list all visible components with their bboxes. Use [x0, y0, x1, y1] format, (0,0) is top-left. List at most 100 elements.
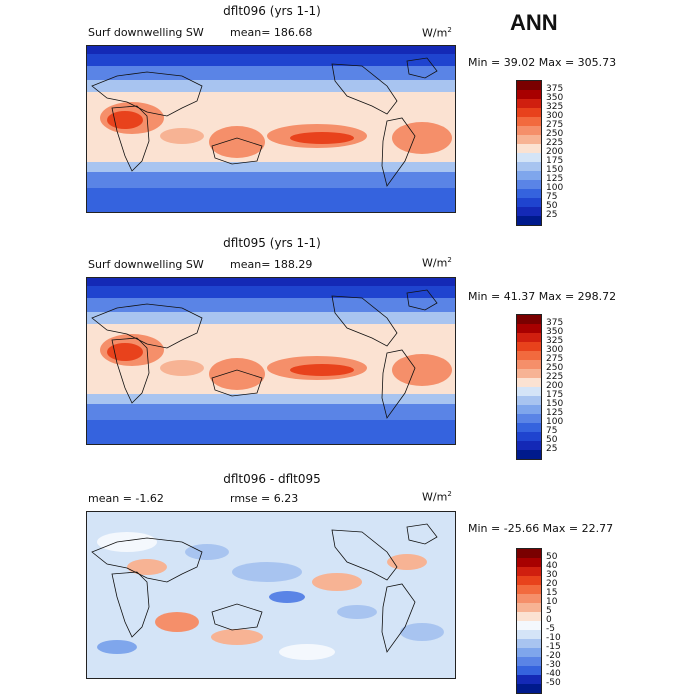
colorbar-segment [517, 387, 541, 396]
panel-3-rmse: rmse = 6.23 [230, 492, 299, 505]
colorbar-tick-label: 20 [546, 579, 558, 589]
colorbar-tick-label: 125 [546, 174, 564, 184]
colorbar-segment [517, 567, 541, 576]
colorbar-segment [517, 558, 541, 567]
colorbar-segment [517, 342, 541, 351]
panel-3-colorbar [516, 548, 542, 694]
panel-1-title: dflt096 (yrs 1-1) [223, 4, 321, 18]
colorbar-tick-label: 75 [546, 192, 558, 202]
colorbar-tick-label: 75 [546, 426, 558, 436]
colorbar-segment [517, 117, 541, 126]
colorbar-tick-label: 100 [546, 183, 564, 193]
colorbar-segment [517, 81, 541, 90]
colorbar-segment [517, 90, 541, 99]
panel-3-map [86, 511, 456, 679]
colorbar-tick-label: 375 [546, 318, 564, 328]
colorbar-segment [517, 333, 541, 342]
colorbar-segment [517, 585, 541, 594]
colorbar-tick-label: 325 [546, 102, 564, 112]
colorbar-tick-label: 10 [546, 597, 558, 607]
colorbar-segment [517, 162, 541, 171]
panel-2-title: dflt095 (yrs 1-1) [223, 236, 321, 250]
panel-1-mean: mean= 186.68 [230, 26, 313, 39]
colorbar-segment [517, 423, 541, 432]
colorbar-tick-label: 300 [546, 345, 564, 355]
colorbar-segment [517, 621, 541, 630]
panel-2-minmax: Min = 41.37 Max = 298.72 [468, 290, 617, 303]
colorbar-segment [517, 603, 541, 612]
colorbar-segment [517, 135, 541, 144]
colorbar-tick-label: 200 [546, 147, 564, 157]
colorbar-tick-label: -20 [546, 651, 561, 661]
colorbar-segment [517, 612, 541, 621]
panel-2-mean: mean= 188.29 [230, 258, 313, 271]
panel-2-units: W/m2 [422, 256, 452, 270]
panel-1-field-label: Surf downwelling SW [88, 26, 204, 39]
panel-1-map [86, 45, 456, 213]
colorbar-segment [517, 648, 541, 657]
colorbar-segment [517, 639, 541, 648]
panel-1-minmax: Min = 39.02 Max = 305.73 [468, 56, 617, 69]
colorbar-tick-label: 225 [546, 372, 564, 382]
colorbar-tick-label: 275 [546, 354, 564, 364]
colorbar-tick-label: 0 [546, 615, 552, 625]
colorbar-segment [517, 630, 541, 639]
colorbar-segment [517, 189, 541, 198]
colorbar-tick-label: 50 [546, 435, 558, 445]
colorbar-segment [517, 441, 541, 450]
colorbar-segment [517, 351, 541, 360]
panel-1-units: W/m2 [422, 26, 452, 40]
panel-2-colorbar [516, 314, 542, 460]
colorbar-segment [517, 315, 541, 324]
colorbar-tick-label: 325 [546, 336, 564, 346]
colorbar-segment [517, 144, 541, 153]
colorbar-segment [517, 324, 541, 333]
colorbar-segment [517, 369, 541, 378]
colorbar-segment [517, 450, 541, 459]
colorbar-tick-label: 50 [546, 201, 558, 211]
colorbar-tick-label: 15 [546, 588, 558, 598]
panel-2-field-label: Surf downwelling SW [88, 258, 204, 271]
colorbar-tick-label: 250 [546, 363, 564, 373]
panel-3-minmax: Min = -25.66 Max = 22.77 [468, 522, 614, 535]
colorbar-tick-label: 150 [546, 399, 564, 409]
colorbar-segment [517, 684, 541, 693]
colorbar-tick-label: 5 [546, 606, 552, 616]
colorbar-segment [517, 405, 541, 414]
colorbar-segment [517, 198, 541, 207]
colorbar-segment [517, 378, 541, 387]
colorbar-tick-label: 375 [546, 84, 564, 94]
colorbar-tick-label: 275 [546, 120, 564, 130]
colorbar-tick-label: 175 [546, 156, 564, 166]
panel-3-units: W/m2 [422, 490, 452, 504]
colorbar-segment [517, 657, 541, 666]
colorbar-segment [517, 108, 541, 117]
colorbar-segment [517, 126, 541, 135]
colorbar-segment [517, 414, 541, 423]
colorbar-segment [517, 360, 541, 369]
colorbar-tick-label: 25 [546, 210, 558, 220]
colorbar-tick-label: -5 [546, 624, 555, 634]
colorbar-segment [517, 207, 541, 216]
colorbar-tick-label: 350 [546, 93, 564, 103]
colorbar-tick-label: 30 [546, 570, 558, 580]
colorbar-tick-label: 100 [546, 417, 564, 427]
panel-3-mean: mean = -1.62 [88, 492, 164, 505]
colorbar-segment [517, 576, 541, 585]
colorbar-segment [517, 180, 541, 189]
colorbar-tick-label: 150 [546, 165, 564, 175]
colorbar-tick-label: 50 [546, 552, 558, 562]
colorbar-tick-label: -10 [546, 633, 561, 643]
colorbar-segment [517, 666, 541, 675]
colorbar-tick-label: 125 [546, 408, 564, 418]
colorbar-segment [517, 594, 541, 603]
colorbar-segment [517, 675, 541, 684]
colorbar-tick-label: 350 [546, 327, 564, 337]
panel-3-title: dflt096 - dflt095 [223, 472, 321, 486]
colorbar-segment [517, 216, 541, 225]
colorbar-tick-label: -40 [546, 669, 561, 679]
colorbar-segment [517, 171, 541, 180]
colorbar-tick-label: -50 [546, 678, 561, 688]
colorbar-tick-label: 300 [546, 111, 564, 121]
season-label: ANN [510, 10, 558, 35]
